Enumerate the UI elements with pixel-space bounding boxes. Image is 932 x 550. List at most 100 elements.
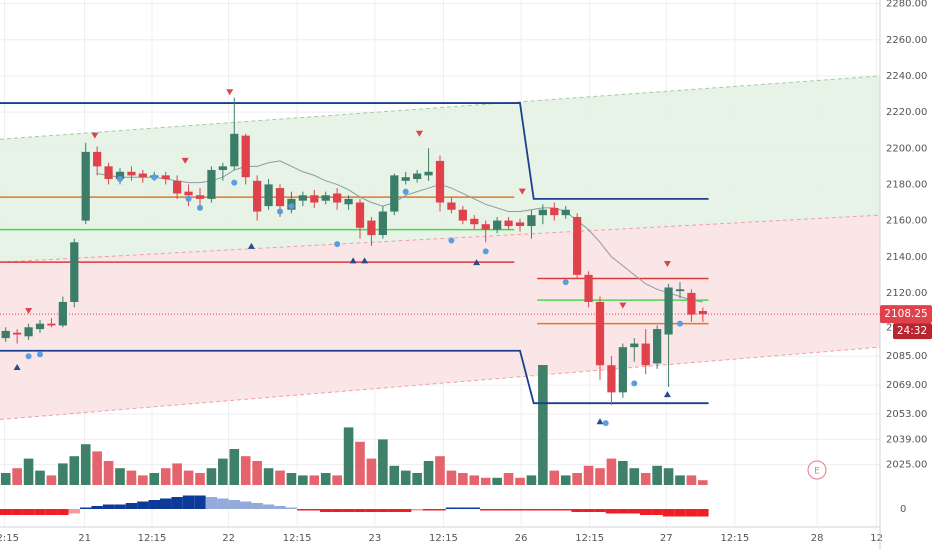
- x-tick-label: 12:15: [720, 533, 749, 544]
- oscillator-bar: [468, 507, 480, 509]
- signal-up: [663, 391, 671, 398]
- volume-bar: [218, 458, 228, 485]
- candle-body: [253, 180, 262, 212]
- x-tick-label: 22: [222, 533, 235, 544]
- candle-body: [218, 166, 227, 170]
- countdown-label: 24:32: [897, 325, 927, 337]
- candle-body: [104, 166, 113, 180]
- candle-body: [515, 222, 525, 227]
- oscillator-bar: [457, 507, 469, 509]
- candle-body: [390, 175, 399, 212]
- candle-body: [595, 301, 605, 366]
- x-tick-label: 27: [660, 533, 673, 544]
- volume-bar: [80, 444, 91, 485]
- volume-bar: [549, 470, 560, 485]
- oscillator-bar: [342, 509, 355, 512]
- signal-dot: [677, 320, 683, 327]
- candle-body: [333, 193, 342, 203]
- oscillator-bar: [514, 509, 526, 511]
- volume-bar: [138, 475, 148, 485]
- oscillator-bar: [297, 509, 309, 511]
- volume-bar: [195, 473, 205, 485]
- signal-dot: [185, 195, 192, 202]
- countdown-tag: [893, 323, 932, 340]
- y-tick-label: 2025.00: [886, 460, 927, 471]
- volume-bar: [263, 468, 274, 485]
- signal-dot: [334, 241, 341, 248]
- volume-bar: [595, 468, 605, 485]
- candle-body: [1, 330, 10, 339]
- volume-bar: [126, 470, 137, 485]
- x-tick-label: 12:15: [429, 533, 458, 544]
- candle-body: [481, 224, 490, 230]
- candle-body: [470, 218, 479, 225]
- oscillator-bar: [388, 509, 400, 512]
- candle-body: [275, 188, 285, 207]
- volume-bar: [640, 473, 651, 485]
- oscillator-bar: [80, 507, 92, 509]
- y-tick-label: 2120.00: [886, 288, 927, 299]
- oscillator-bar: [594, 509, 606, 512]
- signal-dot: [402, 188, 409, 195]
- volume-bar: [492, 477, 502, 485]
- candle-body: [138, 173, 147, 178]
- candle-body: [584, 274, 593, 302]
- volume-bar: [583, 465, 594, 485]
- oscillator-bar: [91, 506, 103, 509]
- volume-bar: [46, 475, 57, 485]
- volume-bar: [229, 449, 240, 485]
- oscillator-bar: [205, 497, 218, 509]
- candle-body: [230, 133, 239, 167]
- candle-body: [184, 191, 193, 196]
- channel-fill-lower: [0, 215, 880, 420]
- candle-body: [35, 323, 45, 330]
- volume-bar: [366, 458, 377, 485]
- x-tick-label: 12:15: [283, 533, 312, 544]
- volume-bar: [35, 470, 45, 485]
- oscillator-bar: [537, 509, 549, 511]
- candle-body: [241, 135, 250, 178]
- volume-bar: [435, 456, 445, 485]
- volume-bar: [480, 477, 491, 485]
- oscillator-bar: [662, 509, 675, 517]
- y-tick-label: 2240.00: [886, 71, 927, 82]
- oscillator-bar: [228, 500, 240, 509]
- candle-body: [435, 160, 445, 203]
- candle-body: [607, 365, 616, 393]
- volume-bar: [355, 441, 365, 485]
- signal-dot: [197, 204, 203, 211]
- signal-up: [13, 364, 21, 371]
- signal-dot: [117, 176, 123, 183]
- candle-body: [264, 184, 273, 207]
- x-tick-label: 12:15: [575, 533, 604, 544]
- volume-bar: [538, 365, 548, 485]
- oscillator-bar: [148, 500, 160, 509]
- oscillator-bar: [331, 509, 343, 512]
- signal-dot: [482, 248, 489, 255]
- volume-bar: [412, 473, 422, 485]
- candle-body: [13, 332, 22, 335]
- oscillator-bar: [194, 495, 206, 509]
- candle-body: [195, 195, 205, 199]
- volume-bar: [160, 468, 171, 485]
- signal-up: [596, 418, 604, 425]
- candle-body: [401, 177, 410, 181]
- oscillator-bar: [160, 498, 172, 509]
- volume-bar: [526, 475, 537, 485]
- y-tick-label: 2260.00: [886, 35, 927, 46]
- signal-down: [25, 307, 33, 314]
- volume-bar: [675, 475, 685, 485]
- plot-layer: E: [0, 89, 880, 517]
- price-tag: [880, 305, 932, 324]
- signal-down: [663, 260, 671, 267]
- candle-body: [70, 242, 79, 302]
- oscillator-bar: [22, 509, 35, 515]
- candle-body: [675, 289, 685, 292]
- volume-bar: [206, 468, 217, 485]
- candle-body: [447, 202, 456, 210]
- signal-dot: [277, 208, 283, 215]
- candle-body: [81, 151, 90, 221]
- candle-body: [413, 173, 422, 180]
- oscillator-bar: [640, 509, 652, 515]
